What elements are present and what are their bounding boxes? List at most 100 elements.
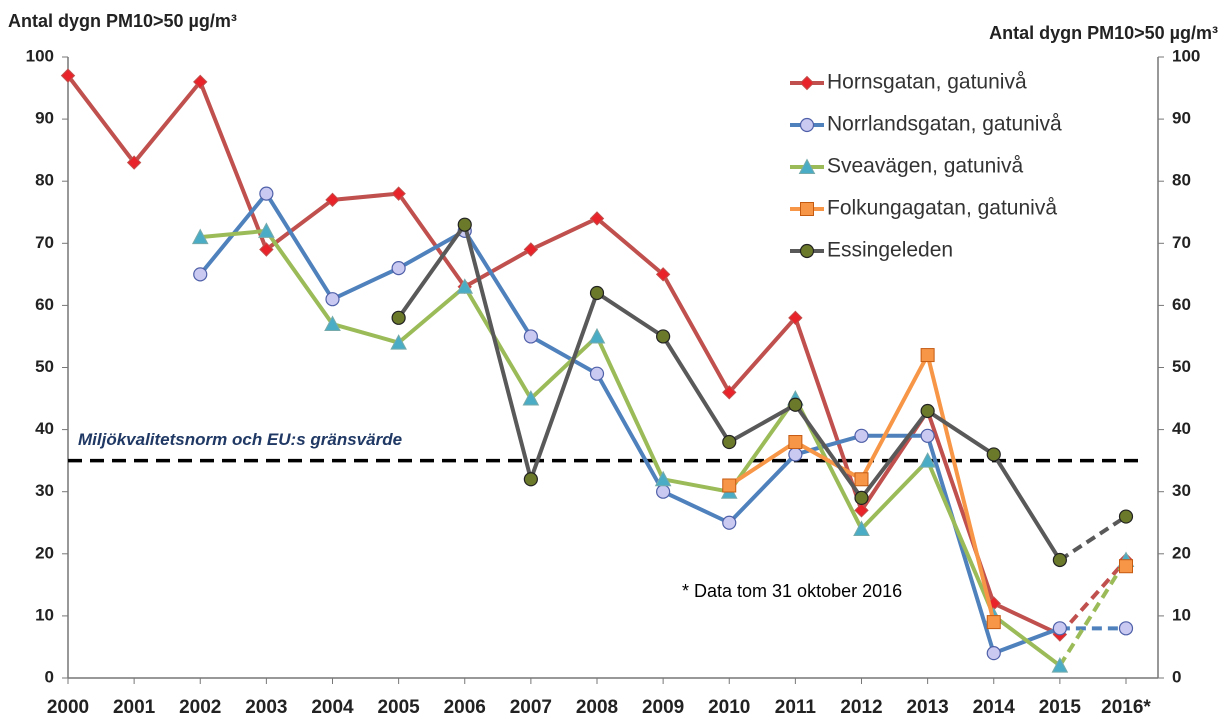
data-point — [1052, 621, 1067, 636]
data-point — [920, 403, 935, 419]
data-point — [722, 515, 737, 530]
x-tick-label: 2002 — [179, 697, 221, 718]
data-point — [1118, 621, 1134, 636]
data-point — [457, 217, 472, 232]
x-tick-label: 2008 — [576, 697, 618, 718]
y-tick-label: 20 — [35, 543, 54, 562]
data-point — [1052, 552, 1067, 568]
annotation: * Data tom 31 oktober 2016 — [682, 581, 902, 601]
x-tick-label: 2003 — [245, 697, 287, 718]
data-point — [523, 472, 538, 487]
x-tick-label: 2007 — [510, 697, 552, 718]
legend-marker — [799, 117, 815, 133]
data-point — [986, 615, 1001, 630]
data-point — [523, 242, 539, 257]
x-tick-label: 2016* — [1101, 697, 1151, 718]
data-point — [391, 186, 406, 201]
data-point — [788, 435, 803, 450]
data-point — [656, 484, 671, 499]
y-tick-label: 30 — [35, 481, 54, 500]
y-axis-title: Antal dygn PM10>50 µg/m³ — [8, 11, 237, 31]
reference-label: Miljökvalitetsnorm och EU:s gränsvärde — [78, 430, 402, 449]
y-tick-label: 90 — [35, 109, 54, 128]
data-point — [1119, 559, 1133, 574]
x-tick-label: 2014 — [973, 697, 1016, 718]
y-tick-label: 80 — [35, 171, 54, 190]
data-point — [722, 385, 737, 400]
data-point — [722, 434, 737, 450]
y2-tick-label: 90 — [1172, 109, 1191, 128]
x-tick-label: 2009 — [642, 697, 684, 718]
data-point — [986, 646, 1001, 661]
data-point — [259, 186, 274, 201]
data-point — [788, 397, 803, 412]
y2-tick-label: 20 — [1172, 543, 1191, 562]
data-point — [589, 285, 605, 301]
y-tick-label: 60 — [35, 295, 54, 314]
data-point — [522, 389, 540, 406]
data-point — [920, 348, 935, 363]
data-point — [655, 267, 671, 282]
legend-label: Norrlandsgatan, gatunivå — [827, 113, 1062, 136]
data-point — [589, 366, 605, 381]
data-point — [854, 472, 869, 487]
data-point — [456, 278, 474, 294]
data-point — [722, 478, 737, 493]
y-tick-label: 50 — [35, 357, 54, 376]
series-line-partial — [1058, 514, 1128, 562]
y2-tick-label: 50 — [1172, 357, 1191, 376]
legend-marker — [799, 75, 815, 91]
data-point — [324, 315, 341, 332]
data-point — [193, 74, 208, 90]
y2-tick-label: 10 — [1172, 605, 1191, 624]
data-point — [656, 329, 671, 344]
y2-tick-label: 0 — [1172, 667, 1181, 686]
y-tick-label: 100 — [26, 46, 54, 65]
data-point — [588, 327, 606, 344]
data-point — [589, 211, 605, 226]
legend-box — [782, 61, 1134, 279]
data-point — [193, 267, 208, 282]
data-point — [258, 222, 275, 238]
y2-tick-label: 60 — [1172, 295, 1191, 314]
data-point — [391, 261, 406, 276]
legend-label: Sveavägen, gatunivå — [827, 155, 1023, 178]
y2-axis-title: Antal dygn PM10>50 µg/m³ — [989, 23, 1218, 43]
legend-label: Folkungagatan, gatunivå — [827, 197, 1057, 220]
data-point — [325, 292, 340, 307]
x-tick-label: 2015 — [1039, 697, 1082, 718]
data-point — [788, 447, 803, 462]
y2-tick-label: 40 — [1172, 419, 1191, 438]
data-point — [853, 520, 870, 536]
data-point — [191, 228, 209, 245]
x-tick-label: 2000 — [47, 697, 89, 718]
data-point — [920, 428, 935, 443]
data-point — [60, 68, 76, 83]
legend-label: Hornsgatan, gatunivå — [827, 71, 1027, 94]
data-point — [854, 503, 869, 518]
y2-tick-label: 100 — [1172, 46, 1200, 65]
data-point — [986, 447, 1001, 462]
y2-tick-label: 80 — [1172, 171, 1191, 190]
data-point — [919, 452, 936, 468]
data-point — [654, 470, 672, 487]
data-point — [854, 428, 869, 443]
data-point — [523, 329, 538, 344]
x-tick-label: 2006 — [444, 697, 486, 718]
y-tick-label: 70 — [35, 233, 54, 252]
data-point — [325, 192, 340, 208]
data-point — [788, 310, 803, 326]
x-tick-label: 2011 — [775, 697, 817, 718]
data-point — [1118, 509, 1134, 524]
x-tick-label: 2010 — [708, 697, 750, 718]
data-point — [126, 155, 142, 170]
legend-marker — [799, 243, 815, 259]
x-tick-label: 2001 — [113, 697, 156, 718]
x-tick-label: 2004 — [311, 697, 354, 718]
y2-tick-label: 30 — [1172, 481, 1191, 500]
x-tick-label: 2013 — [906, 697, 948, 718]
series-line — [198, 191, 1061, 656]
data-point — [854, 490, 869, 506]
series-line — [200, 228, 1062, 668]
x-tick-label: 2005 — [377, 697, 420, 718]
